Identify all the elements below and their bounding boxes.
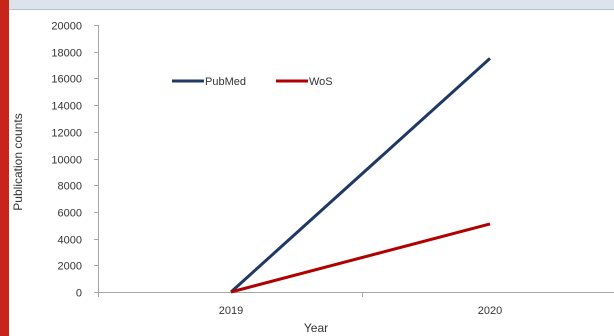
y-tick-label: 2000 — [58, 261, 82, 273]
y-tick-label: 10000 — [51, 155, 82, 167]
y-tick-label: 8000 — [58, 181, 82, 193]
plot-area: 0 2000 4000 6000 8000 10000 12000 14000 16000 180… — [51, 21, 614, 317]
x-tick-label: 2019 — [219, 305, 243, 317]
y-tick-label: 6000 — [58, 208, 82, 220]
y-tick-label: 14000 — [51, 101, 82, 113]
y-tick-label: 20000 — [51, 21, 82, 33]
x-axis: 2019 2020 — [98, 292, 614, 317]
top-band — [0, 0, 614, 9]
y-tick-label: 12000 — [51, 128, 82, 140]
legend-label-wos: WoS — [309, 76, 333, 88]
y-tick-label: 18000 — [51, 48, 82, 60]
x-axis-title: Year — [304, 321, 328, 335]
legend: PubMed WoS — [172, 76, 333, 88]
y-axis: 0 2000 4000 6000 8000 10000 12000 14000 16000 180… — [51, 21, 99, 300]
y-axis-title: Publication counts — [11, 113, 25, 210]
series-line-pubmed — [229, 57, 492, 294]
y-tick-label: 16000 — [51, 74, 82, 86]
series-line-wos — [230, 222, 491, 294]
legend-label-pubmed: PubMed — [205, 76, 246, 88]
x-tick-label: 2020 — [478, 305, 502, 317]
y-tick-label: 4000 — [58, 235, 82, 247]
left-accent-bar — [0, 0, 9, 336]
series-lines — [229, 57, 492, 294]
y-tick-label: 0 — [76, 288, 82, 300]
